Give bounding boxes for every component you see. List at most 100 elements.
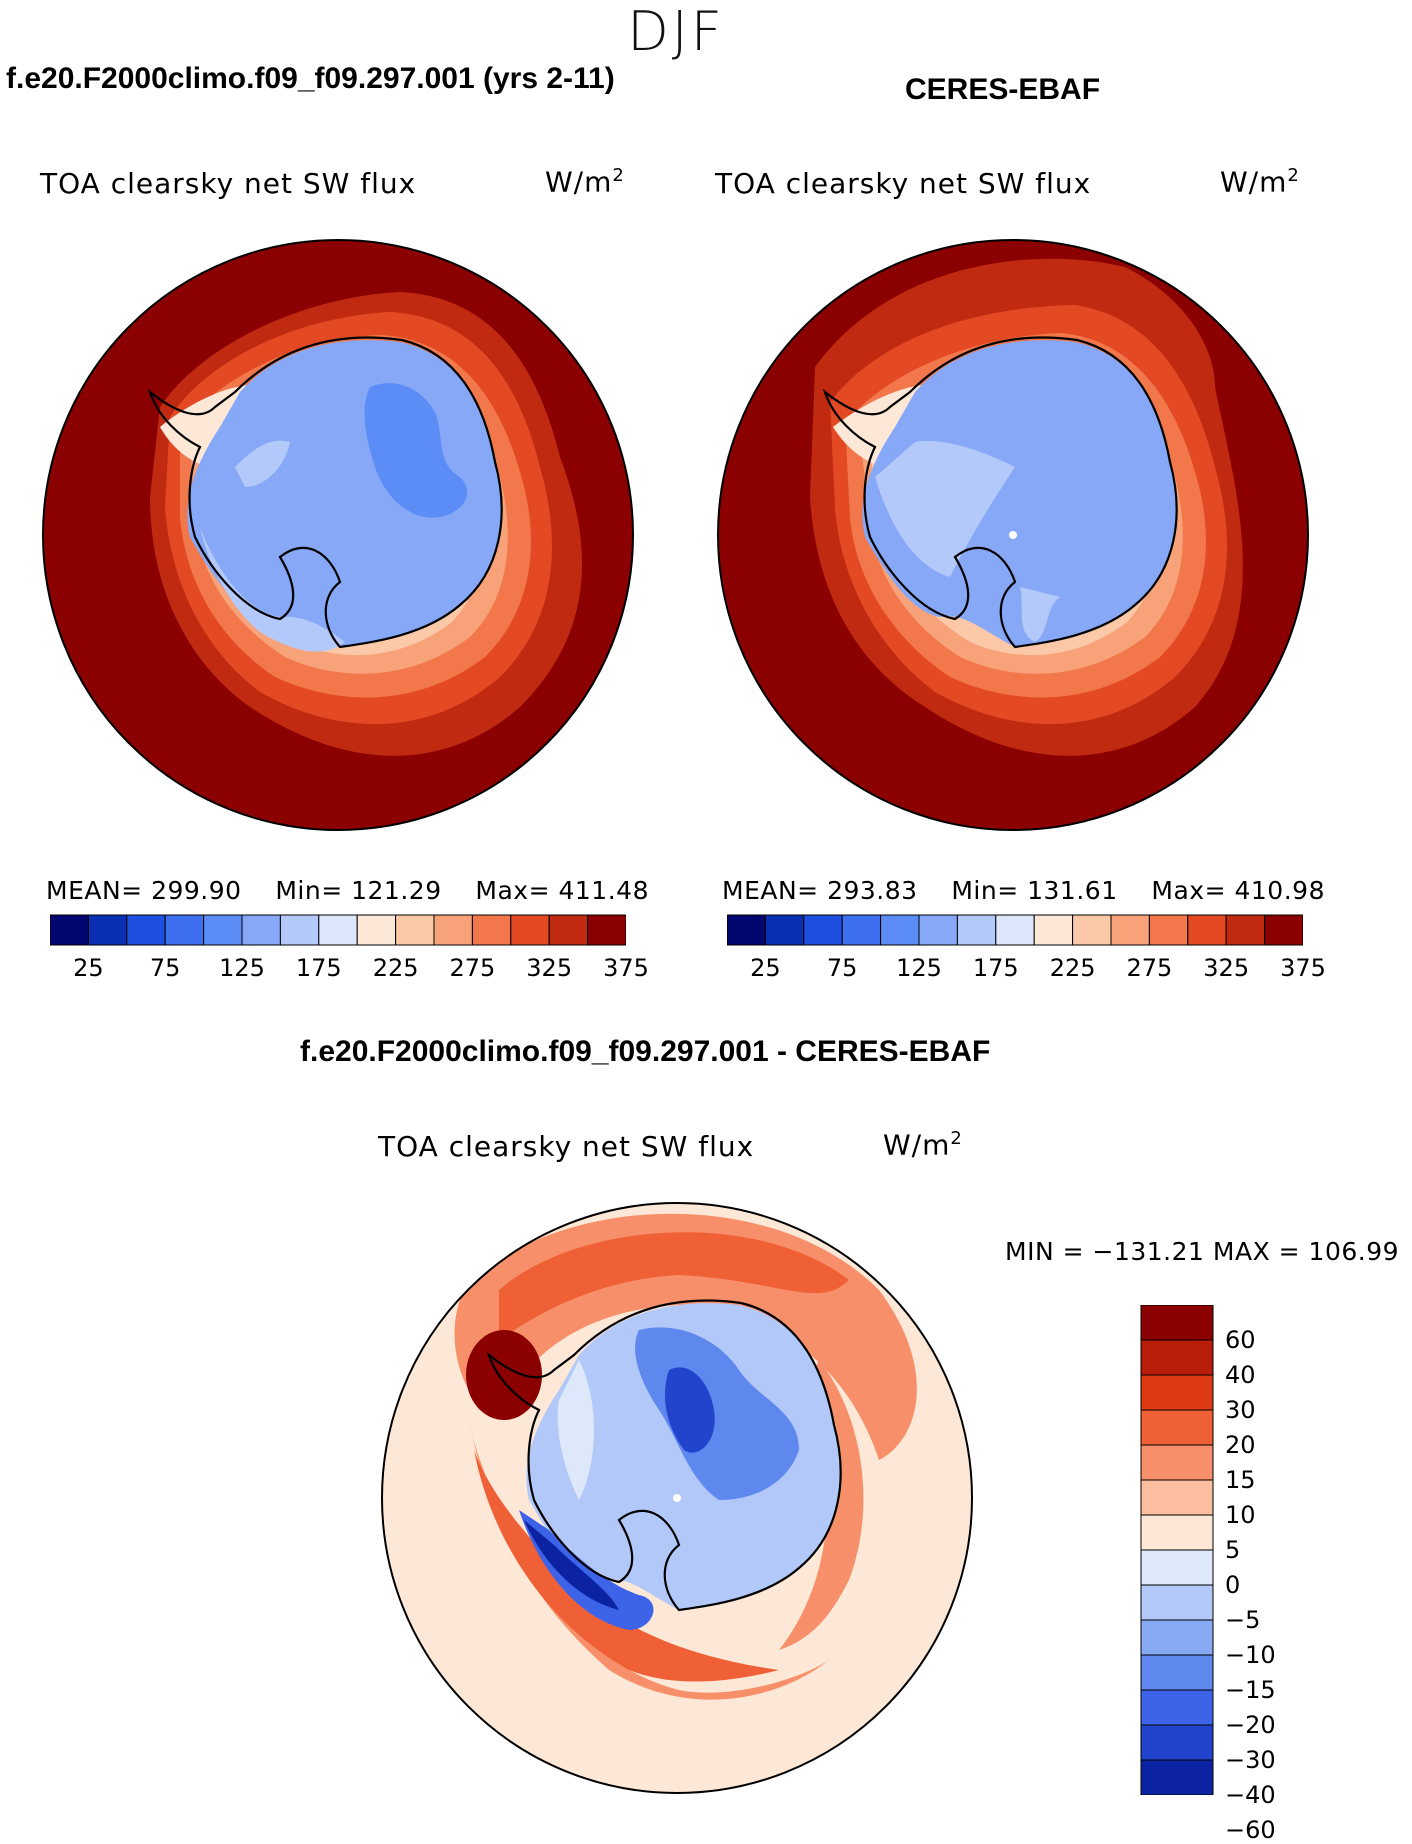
panel-2-max: 410.98 [1234, 876, 1325, 905]
panel-2-stats: MEAN= 293.83 Min= 131.61 Max= 410.98 [722, 876, 1325, 905]
colorbar-swatch [1187, 914, 1227, 946]
colorbar-tick-label: 375 [1280, 954, 1326, 982]
antarctica-coastline-icon [486, 1299, 842, 1612]
colorbar-swatch [1264, 914, 1303, 946]
panel-1-title: TOA clearsky net SW flux [40, 167, 417, 200]
colorbar-tick-label: 175 [295, 954, 342, 982]
colorbar-swatch [587, 914, 626, 946]
colorbar-swatch [956, 914, 997, 946]
colorbar-tick-label: −15 [1225, 1676, 1276, 1704]
colorbar-swatch [1110, 914, 1150, 946]
colorbar-swatch [1140, 1339, 1214, 1376]
colorbar-swatch [841, 914, 882, 946]
colorbar-swatch [1140, 1584, 1214, 1621]
colorbar-swatch [918, 914, 958, 946]
antarctica-coastline-icon [147, 336, 503, 649]
colorbar-swatch [995, 914, 1035, 946]
colorbar-tick-label: 175 [972, 954, 1019, 982]
colorbar-swatch [1148, 914, 1189, 946]
colorbar-swatch [1033, 914, 1074, 946]
colorbar-tick-label: 30 [1225, 1396, 1256, 1424]
colorbar-swatch [1072, 914, 1112, 946]
panel-2-units: W/m2 [1220, 165, 1300, 199]
colorbar-swatch [548, 914, 589, 946]
colorbar-tick-label: 275 [1126, 954, 1173, 982]
colorbar-swatch [1140, 1689, 1214, 1726]
colorbar-tick-label: 5 [1225, 1536, 1241, 1564]
colorbar-swatch [241, 914, 281, 946]
panel-1-stats: MEAN= 299.90 Min= 121.29 Max= 411.48 [46, 876, 649, 905]
panel-2-title: TOA clearsky net SW flux [715, 167, 1092, 200]
colorbar-tick-label: 225 [1049, 954, 1096, 982]
colorbar-swatch [395, 914, 435, 946]
colorbar-swatch [203, 914, 243, 946]
panel-1-max: 411.48 [558, 876, 649, 905]
antarctica-coastline-icon [822, 336, 1178, 649]
colorbar-difference [1140, 1305, 1214, 1795]
colorbar-tick-label: −5 [1225, 1606, 1261, 1634]
diff-min: −131.21 [1092, 1237, 1205, 1266]
colorbar-tick-label: 25 [73, 954, 104, 982]
colorbar-model-ticks: 25 75 125 175 225 275 325 375 [50, 954, 649, 984]
colorbar-tick-label: 10 [1225, 1501, 1256, 1529]
colorbar-tick-label: −40 [1225, 1781, 1276, 1809]
colorbar-swatch [50, 914, 89, 946]
colorbar-swatch [1140, 1305, 1214, 1341]
colorbar-swatch [471, 914, 512, 946]
colorbar-swatch [279, 914, 320, 946]
colorbar-tick-label: 60 [1225, 1326, 1256, 1354]
panel-1-units: W/m2 [545, 165, 625, 199]
colorbar-tick-label: 40 [1225, 1361, 1256, 1389]
colorbar-obs [727, 914, 1303, 946]
diff-units: W/m2 [883, 1128, 963, 1162]
colorbar-tick-label: −10 [1225, 1641, 1276, 1669]
colorbar-tick-label: 25 [750, 954, 781, 982]
colorbar-swatch [1140, 1759, 1214, 1795]
colorbar-swatch [433, 914, 473, 946]
colorbar-tick-label: 275 [449, 954, 496, 982]
colorbar-swatch [764, 914, 805, 946]
colorbar-swatch [1140, 1374, 1214, 1411]
colorbar-swatch [880, 914, 920, 946]
colorbar-tick-label: 325 [1203, 954, 1250, 982]
colorbar-swatch [1140, 1724, 1214, 1761]
map-model [42, 239, 634, 831]
colorbar-swatch [1225, 914, 1266, 946]
colorbar-tick-label: 125 [896, 954, 942, 982]
colorbar-tick-label: 225 [372, 954, 419, 982]
colorbar-tick-label: 375 [603, 954, 649, 982]
colorbar-swatch [318, 914, 358, 946]
map-difference [381, 1202, 973, 1794]
colorbar-swatch [126, 914, 166, 946]
colorbar-tick-label: −60 [1225, 1816, 1276, 1844]
colorbar-swatch [1140, 1619, 1214, 1656]
colorbar-tick-label: 325 [526, 954, 573, 982]
panel-1-heading: f.e20.F2000climo.f09_f09.297.001 (yrs 2-… [6, 62, 615, 95]
colorbar-model [50, 914, 626, 946]
panel-1-min: 121.29 [351, 876, 442, 905]
colorbar-tick-label: 0 [1225, 1571, 1241, 1599]
diff-minmax: MIN = −131.21 MAX = 106.99 [1005, 1237, 1400, 1266]
colorbar-swatch [164, 914, 205, 946]
colorbar-tick-label: 20 [1225, 1431, 1256, 1459]
colorbar-swatch [727, 914, 766, 946]
colorbar-tick-label: 15 [1225, 1466, 1256, 1494]
colorbar-swatch [356, 914, 397, 946]
panel-1-mean: 299.90 [151, 876, 242, 905]
colorbar-tick-label: −30 [1225, 1746, 1276, 1774]
season-title: DJF [627, 0, 725, 63]
colorbar-swatch [1140, 1514, 1214, 1551]
colorbar-swatch [1140, 1479, 1214, 1516]
colorbar-swatch [87, 914, 128, 946]
colorbar-tick-label: −20 [1225, 1711, 1276, 1739]
colorbar-tick-label: 125 [219, 954, 265, 982]
colorbar-swatch [1140, 1444, 1214, 1481]
colorbar-swatch [1140, 1409, 1214, 1446]
colorbar-swatch [1140, 1654, 1214, 1691]
colorbar-swatch [510, 914, 550, 946]
panel-2-mean: 293.83 [827, 876, 918, 905]
colorbar-difference-ticks: 60 40 30 20 15 10 5 0 −5 −10 −15 −20 −30 −40 −60 [1225, 1305, 1325, 1844]
colorbar-swatch [1140, 1549, 1214, 1586]
panel-2-min: 131.61 [1027, 876, 1118, 905]
diff-heading: f.e20.F2000climo.f09_f09.297.001 - CERES… [300, 1035, 991, 1068]
